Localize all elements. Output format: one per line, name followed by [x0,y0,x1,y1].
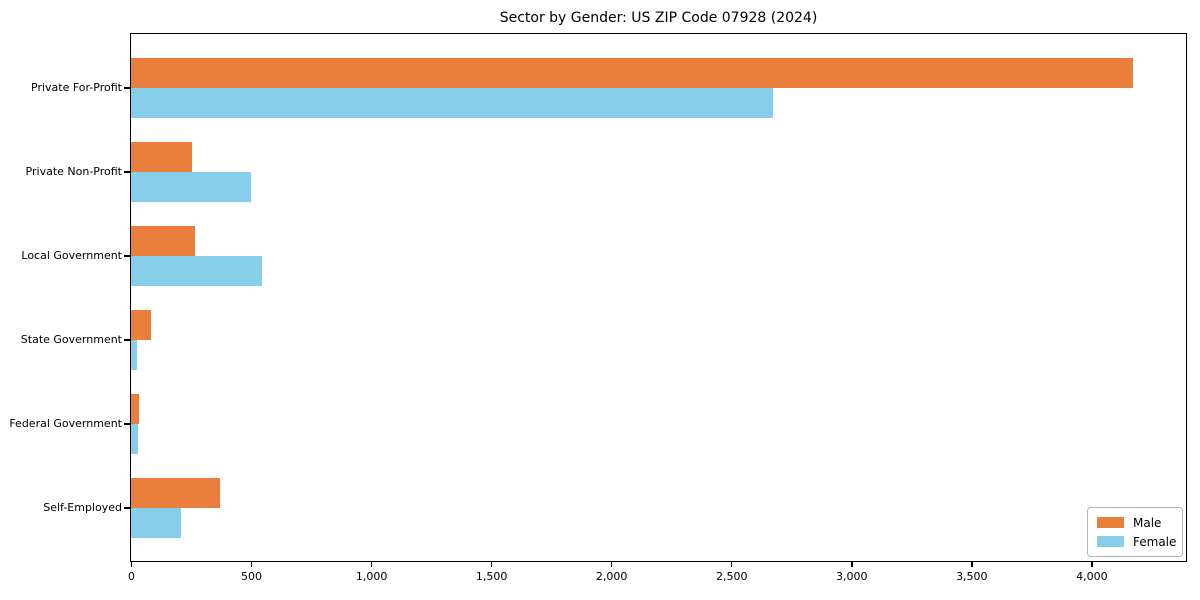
bar-male-private-for-profit [131,57,1134,88]
x-tick-label-3500: 3,500 [956,570,988,583]
chart-title: Sector by Gender: US ZIP Code 07928 (202… [499,10,818,26]
x-tick-label-1000: 1,000 [355,570,388,583]
bar-female-private-for-profit [131,87,774,118]
x-tick-label-500: 500 [241,570,263,583]
y-tick-mark [124,423,130,425]
legend-entry-male: Male [1097,516,1173,530]
legend-swatch-female [1097,536,1124,547]
bar-male-state-government [131,309,152,340]
y-tick-label-state-government: State Government [20,333,122,346]
bar-female-state-government [131,339,137,370]
x-tick-label-2500: 2,500 [715,570,748,583]
x-tick-label-2000: 2,000 [595,570,628,583]
x-tick-mark [730,561,733,567]
y-tick-label-federal-government: Federal Government [9,417,122,430]
y-tick-mark [124,507,130,509]
legend-label-male: Male [1133,515,1162,530]
x-tick-label-4000: 4,000 [1076,570,1108,583]
bar-female-local-government [131,255,262,286]
x-tick-mark [250,561,253,567]
bar-male-self-employed [131,477,220,508]
x-tick-mark [1091,561,1093,567]
y-tick-mark [124,87,130,89]
x-tick-mark [610,561,613,567]
x-tick-label-0: 0 [128,570,135,583]
x-tick-mark [971,561,973,567]
plot-area [130,33,1187,562]
x-tick-mark [370,561,373,567]
legend-label-female: Female [1133,534,1177,549]
bar-male-private-non-profit [131,141,193,172]
y-tick-label-private-non-profit: Private Non-Profit [25,165,122,178]
y-tick-mark [124,339,130,341]
bar-female-federal-government [131,423,139,454]
x-tick-mark [130,561,133,567]
x-tick-label-1500: 1,500 [475,570,508,583]
legend-entry-female: Female [1097,534,1177,549]
bar-male-local-government [131,225,195,256]
legend-swatch-male [1097,517,1124,528]
y-tick-label-local-government: Local Government [21,249,122,262]
y-tick-label-self-employed: Self-Employed [43,501,122,514]
y-tick-mark [124,171,130,173]
bar-male-federal-government [131,393,140,424]
y-tick-label-private-for-profit: Private For-Profit [31,81,122,94]
bar-female-self-employed [131,507,182,538]
x-tick-label-3000: 3,000 [836,570,868,583]
x-tick-mark [490,561,493,567]
legend: Male Female [1087,507,1183,557]
y-tick-mark [124,255,130,257]
x-tick-mark [851,561,853,567]
bar-female-private-non-profit [131,171,252,202]
